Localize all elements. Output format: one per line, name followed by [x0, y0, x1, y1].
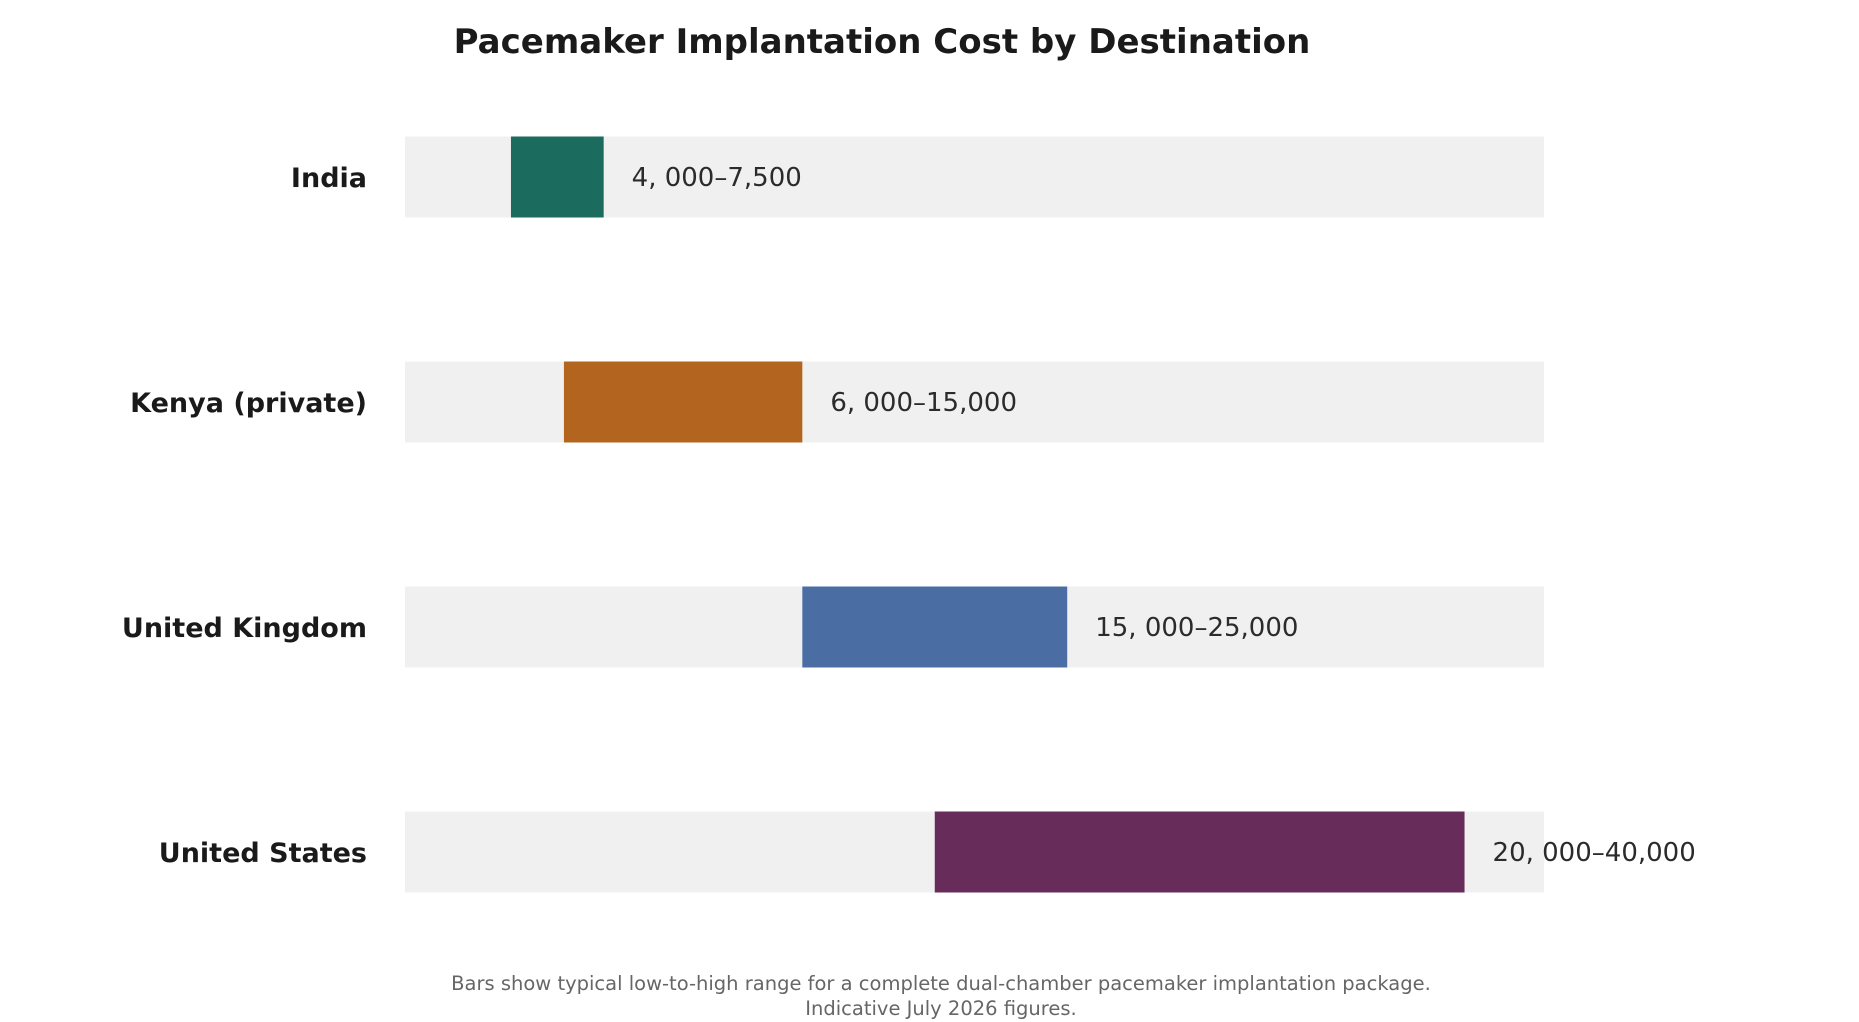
chart-row: India 4, 000–7,500	[291, 136, 1544, 218]
range-value-label: 4, 000–7,500	[632, 163, 802, 193]
chart-row: United States 20, 000–40,000	[159, 811, 1696, 893]
range-value-label: 6, 000–15,000	[830, 388, 1017, 418]
chart-note-line-2: Indicative July 2026 figures.	[805, 997, 1076, 1020]
category-label: Kenya (private)	[130, 388, 367, 419]
range-bar	[510, 136, 604, 218]
range-bar	[563, 361, 803, 443]
category-label: United Kingdom	[122, 613, 367, 644]
chart-rows: India 4, 000–7,500 Kenya (private) 6, 000–1…	[122, 136, 1696, 893]
range-value-label: 15, 000–25,000	[1095, 613, 1298, 643]
chart-row: Kenya (private) 6, 000–15,000	[130, 361, 1544, 443]
chart-note-line-1: Bars show typical low-to-high range for …	[451, 972, 1431, 995]
chart-row: United Kingdom 15, 000–25,000	[122, 586, 1544, 668]
category-label: United States	[159, 838, 367, 869]
range-bar	[934, 811, 1465, 893]
category-label: India	[291, 163, 367, 194]
range-bar	[802, 586, 1068, 668]
range-value-label: 20, 000–40,000	[1493, 838, 1696, 868]
chart-title: Pacemaker Implantation Cost by Destinati…	[454, 22, 1311, 62]
